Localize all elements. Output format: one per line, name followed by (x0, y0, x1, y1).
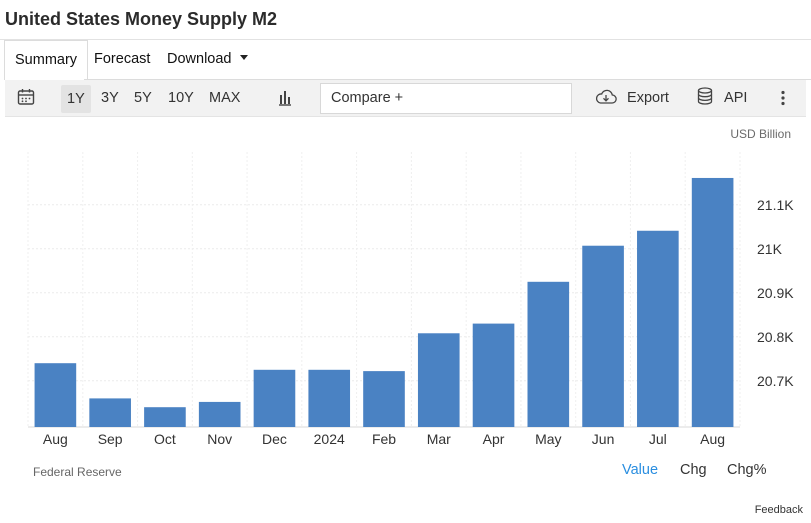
api-label: API (724, 90, 748, 106)
x-tick-label: Jul (649, 431, 667, 447)
x-tick-label: Feb (372, 431, 396, 447)
tab-download[interactable]: Download (167, 40, 248, 80)
database-icon (697, 87, 713, 105)
caret-down-icon (239, 54, 248, 60)
x-tick-label: Aug (43, 431, 68, 447)
bar (198, 401, 241, 427)
y-tick-label: 21.1K (757, 197, 794, 213)
view-chg-button[interactable]: Chg (680, 462, 707, 478)
y-tick-label: 20.7K (757, 373, 794, 389)
x-tick-label: Aug (700, 431, 725, 447)
x-tick-label: Sep (98, 431, 123, 447)
tab-forecast[interactable]: Forecast (94, 51, 151, 67)
feedback-link[interactable]: Feedback (754, 504, 803, 516)
x-tick-label: Nov (207, 431, 232, 447)
unit-label: USD Billion (730, 127, 791, 141)
x-tick-label: Apr (483, 431, 505, 447)
y-tick-label: 20.8K (757, 329, 794, 345)
api-button[interactable]: API (697, 80, 747, 117)
source-label: Federal Reserve (33, 465, 122, 479)
tab-summary[interactable]: Summary (4, 40, 89, 80)
x-tick-label: 2024 (314, 431, 345, 447)
page-title: United States Money Supply M2 (5, 9, 278, 29)
bar (527, 281, 570, 427)
chart-toolbar: 1Y 3Y 5Y 10Y MAX Compare + Export API (5, 80, 806, 117)
range-1y-button[interactable]: 1Y (61, 85, 91, 113)
x-tick-label: Mar (427, 431, 451, 447)
bar (144, 407, 186, 427)
export-label: Export (627, 90, 669, 106)
x-tick-label: May (535, 431, 561, 447)
bar (637, 230, 679, 427)
title-bar: United States Money Supply M2 (0, 0, 811, 40)
chart-type-icon[interactable] (277, 89, 293, 109)
bar (308, 369, 351, 427)
cloud-download-icon (595, 89, 617, 104)
y-tick-label: 21K (757, 241, 783, 257)
export-button[interactable]: Export (595, 80, 669, 117)
bar (363, 371, 405, 427)
y-tick-label: 20.9K (757, 285, 794, 301)
bar (34, 363, 77, 427)
compare-input[interactable]: Compare + (320, 83, 572, 114)
tab-divider (84, 79, 811, 80)
chart-area: USD Billion 20.7K 20.8K 20.9K 21K 21.1K Aug Se… (0, 117, 811, 523)
range-10y-button[interactable]: 10Y (168, 90, 194, 106)
bar-chart: 20.7K 20.8K 20.9K 21K 21.1K Aug Sep Oct Nov Dec 20… (27, 152, 794, 447)
bar (417, 333, 460, 427)
view-value-button[interactable]: Value (622, 462, 659, 478)
range-3y-button[interactable]: 3Y (101, 90, 119, 106)
x-tick-label: Dec (262, 431, 287, 447)
more-options-icon[interactable] (777, 89, 789, 109)
bar (472, 323, 515, 427)
bar (691, 177, 734, 427)
bar (582, 245, 624, 427)
x-tick-label: Oct (154, 431, 176, 447)
tab-download-label: Download (167, 51, 232, 67)
tab-bar: Summary Forecast Download (0, 40, 811, 80)
view-chg-percent-button[interactable]: Chg% (727, 462, 767, 478)
calendar-icon[interactable] (17, 88, 35, 108)
x-tick-label: Jun (592, 431, 615, 447)
bar (89, 398, 131, 427)
bar (253, 369, 296, 427)
range-5y-button[interactable]: 5Y (134, 90, 152, 106)
range-max-button[interactable]: MAX (209, 90, 241, 106)
